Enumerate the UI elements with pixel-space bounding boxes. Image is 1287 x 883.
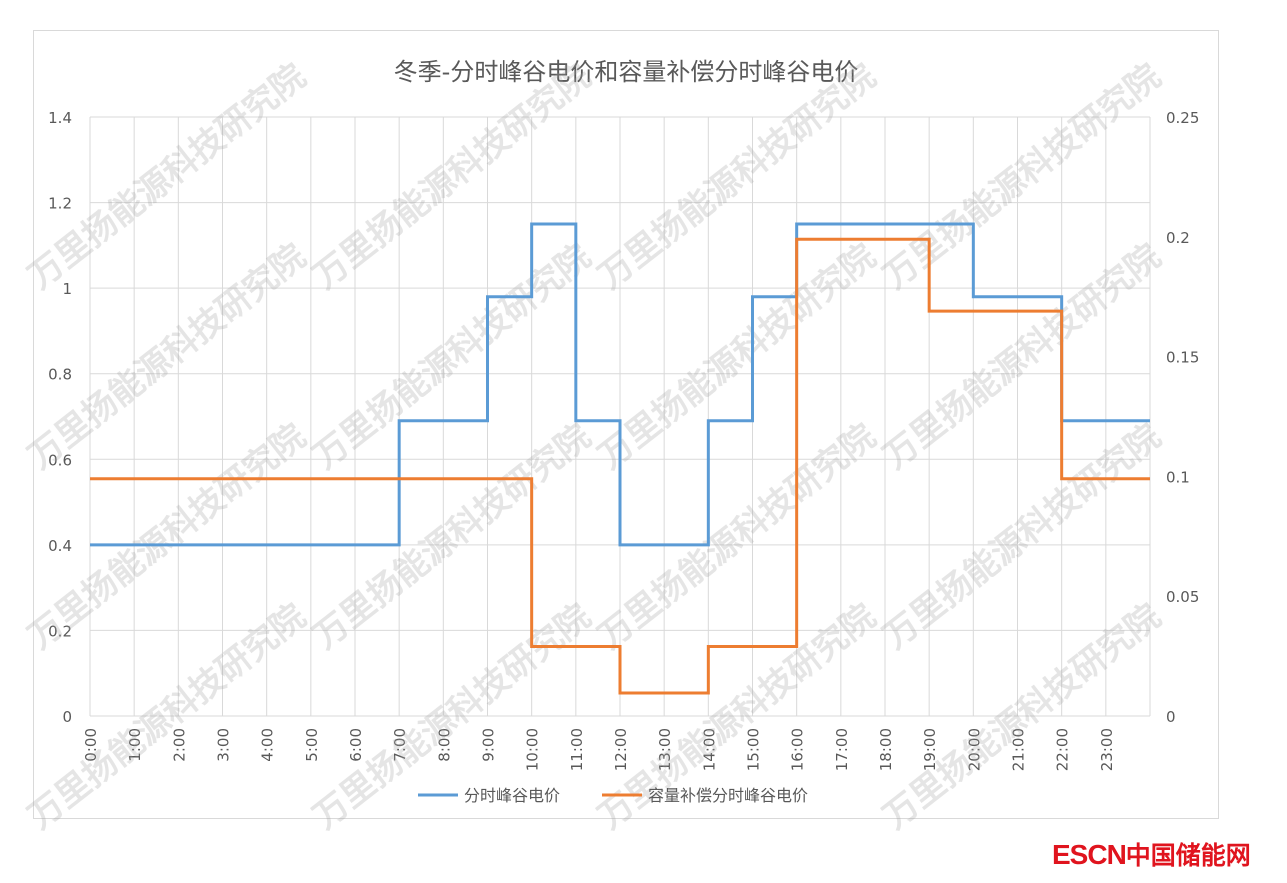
- escn-logo: ESCN中国储能网: [1052, 836, 1251, 872]
- y-right-tick-label: 0.2: [1166, 229, 1190, 247]
- x-tick-label: 6:00: [347, 728, 365, 762]
- x-tick-label: 20:00: [965, 728, 983, 771]
- y-left-tick-label: 0.8: [48, 366, 72, 384]
- x-tick-label: 0:00: [82, 728, 100, 762]
- x-tick-label: 18:00: [877, 728, 895, 771]
- y-right-tick-label: 0.1: [1166, 468, 1190, 486]
- x-tick-label: 10:00: [524, 728, 542, 771]
- y-right-tick-label: 0.05: [1166, 588, 1199, 606]
- y-left-tick-label: 1: [62, 280, 72, 298]
- y-left-tick-label: 0: [62, 708, 72, 726]
- y-right-tick-label: 0.25: [1166, 109, 1199, 127]
- series-line-0: [90, 222, 1150, 547]
- logo-latin: ESCN: [1052, 839, 1127, 870]
- x-tick-label: 2:00: [170, 728, 188, 762]
- y-left-tick-label: 0.6: [48, 451, 72, 469]
- x-tick-label: 4:00: [259, 728, 277, 762]
- x-tick-label: 21:00: [1010, 728, 1028, 771]
- x-tick-label: 23:00: [1098, 728, 1116, 771]
- x-tick-label: 9:00: [480, 728, 498, 762]
- x-tick-label: 17:00: [833, 728, 851, 771]
- x-tick-label: 11:00: [568, 728, 586, 771]
- y-left-tick-label: 1.4: [48, 109, 72, 127]
- watermark: 万里扬能源科技研究院万里扬能源科技研究院万里扬能源科技研究院万里扬能源科技研究院…: [21, 56, 1169, 837]
- x-tick-label: 22:00: [1054, 728, 1072, 771]
- x-tick-label: 15:00: [745, 728, 763, 771]
- series-line-1: [90, 237, 1150, 695]
- legend-label-0: 分时峰谷电价: [464, 786, 560, 805]
- x-tick-label: 7:00: [391, 728, 409, 762]
- y-right-tick-label: 0: [1166, 708, 1176, 726]
- y-left-tick-label: 1.2: [48, 195, 72, 213]
- x-tick-label: 5:00: [303, 728, 321, 762]
- y-left-tick-label: 0.4: [48, 537, 72, 555]
- x-tick-label: 16:00: [789, 728, 807, 771]
- chart-border: [33, 30, 1219, 819]
- chart-title: 冬季-分时峰谷电价和容量补偿分时峰谷电价: [394, 58, 859, 86]
- x-tick-label: 12:00: [612, 728, 630, 771]
- x-tick-label: 3:00: [215, 728, 233, 762]
- x-tick-label: 19:00: [921, 728, 939, 771]
- x-tick-label: 1:00: [126, 728, 144, 762]
- x-tick-label: 8:00: [435, 728, 453, 762]
- x-tick-label: 13:00: [656, 728, 674, 771]
- logo-cn: 中国储能网: [1125, 841, 1251, 870]
- x-tick-label: 14:00: [700, 728, 718, 771]
- y-right-tick-label: 0.15: [1166, 349, 1199, 367]
- legend-label-1: 容量补偿分时峰谷电价: [648, 786, 808, 805]
- y-left-tick-label: 0.2: [48, 622, 72, 640]
